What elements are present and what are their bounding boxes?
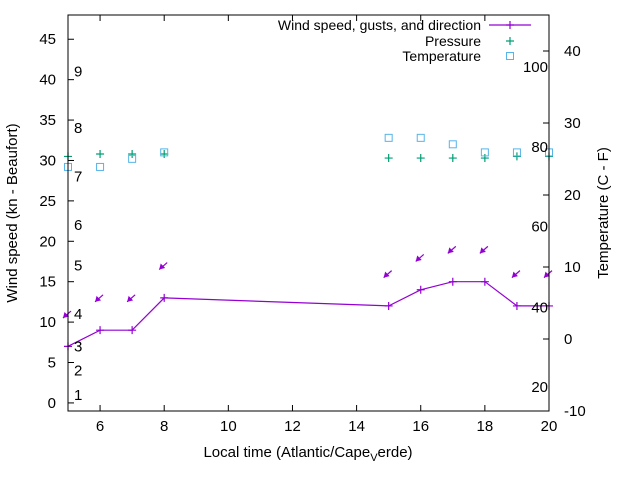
temperature-point [512,148,521,157]
beaufort-label: 6 [74,217,82,234]
fahrenheit-label: 20 [531,379,548,396]
beaufort-label: 8 [74,120,82,137]
beaufort-label: 4 [74,306,82,323]
temperature-point [480,148,489,157]
fahrenheit-label: 80 [531,139,548,156]
y2-tick-label: -10 [564,403,586,420]
y-tick-label: 10 [39,314,56,331]
pressure-point [160,150,169,159]
gust-arrow-head [127,295,134,302]
y-tick-label: 30 [39,152,56,169]
x-axis-title: Local time (Atlantic/CapeVerde) [203,444,412,464]
pressure-point [480,154,489,163]
x-tick-label: 14 [348,418,365,435]
fahrenheit-label: 60 [531,219,548,236]
axis-labels: 6 8 10 12 14 16 18 20051015202530354045-1001020… [39,31,585,435]
temperature-point [448,140,457,149]
legend-plus-sample [506,21,514,29]
gust-arrow-head [159,263,166,270]
x-tick-label: 20 [541,418,558,435]
y-tick-label: 40 [39,72,56,89]
gust-arrow-head [511,271,518,278]
y-tick-label: 5 [48,355,56,372]
y2-axis-title: Temperature (C - F) [595,147,612,279]
y-tick-label: 15 [39,274,56,291]
gust-arrow-head [415,255,422,262]
beaufort-label: 5 [74,258,82,275]
wind-speed-point [384,301,393,310]
y-tick-label: 35 [39,112,56,129]
wind-speed-line [67,281,549,347]
beaufort-label: 9 [74,64,82,81]
beaufort-label: 3 [74,338,82,355]
legend-label: Wind speed, gusts, and direction [278,17,481,33]
fahrenheit-label: 40 [531,299,548,316]
x-tick-label: 6 [96,418,104,435]
legend-square-sample [506,52,514,60]
y-tick-label: 45 [39,31,56,48]
wind-speed-point [512,301,521,310]
temperature-point [128,154,137,163]
fahrenheit-label: 100 [523,59,548,76]
gust-arrow-head [383,271,390,278]
temperature-point [384,133,393,142]
beaufort-label: 2 [74,363,82,380]
y-tick-label: 0 [48,395,56,412]
legend-plus-sample [506,37,514,45]
pressure-point [384,154,393,163]
gust-arrow-head [95,295,102,302]
gust-arrow-head [479,247,486,254]
temperature-point [160,148,169,157]
x-tick-label: 10 [220,418,237,435]
x-tick-label: 16 [412,418,429,435]
y-tick-label: 20 [39,233,56,250]
legend: Wind speed, gusts, and directionPressure… [278,17,531,64]
beaufort-label: 7 [74,169,82,186]
y2-tick-label: 20 [564,187,581,204]
pressure-point [448,154,457,163]
x-axis-title-main: Local time (Atlantic/Cape [203,444,370,461]
wind-speed-point [96,326,105,335]
pressure-point [96,150,105,159]
wind-speed-point [416,285,425,294]
pressure-point [128,150,137,159]
legend-label: Temperature [402,48,481,64]
y-axis-title: Wind speed (kn - Beaufort) [4,123,21,302]
y2-tick-label: 30 [564,115,581,132]
temperature-point [416,133,425,142]
beaufort-label: 1 [74,387,82,404]
y2-tick-label: 10 [564,259,581,276]
x-axis-title-subscript: V [370,452,378,464]
wind-speed-point [160,293,169,302]
wind-speed-point [128,326,137,335]
gust-arrow-head [447,247,454,254]
pressure-point [512,152,521,161]
temperature-point [96,162,105,171]
wind-speed-point [448,277,457,286]
x-tick-label: 8 [160,418,168,435]
y2-tick-label: 0 [564,331,572,348]
pressure-point [416,154,425,163]
x-tick-label: 18 [477,418,494,435]
plot-border [67,14,550,412]
y-tick-label: 25 [39,193,56,210]
y2-tick-label: 40 [564,43,581,60]
x-axis-title-suffix: erde) [378,444,413,461]
legend-label: Pressure [425,33,481,49]
wind-speed-point [480,277,489,286]
x-tick-label: 12 [284,418,301,435]
